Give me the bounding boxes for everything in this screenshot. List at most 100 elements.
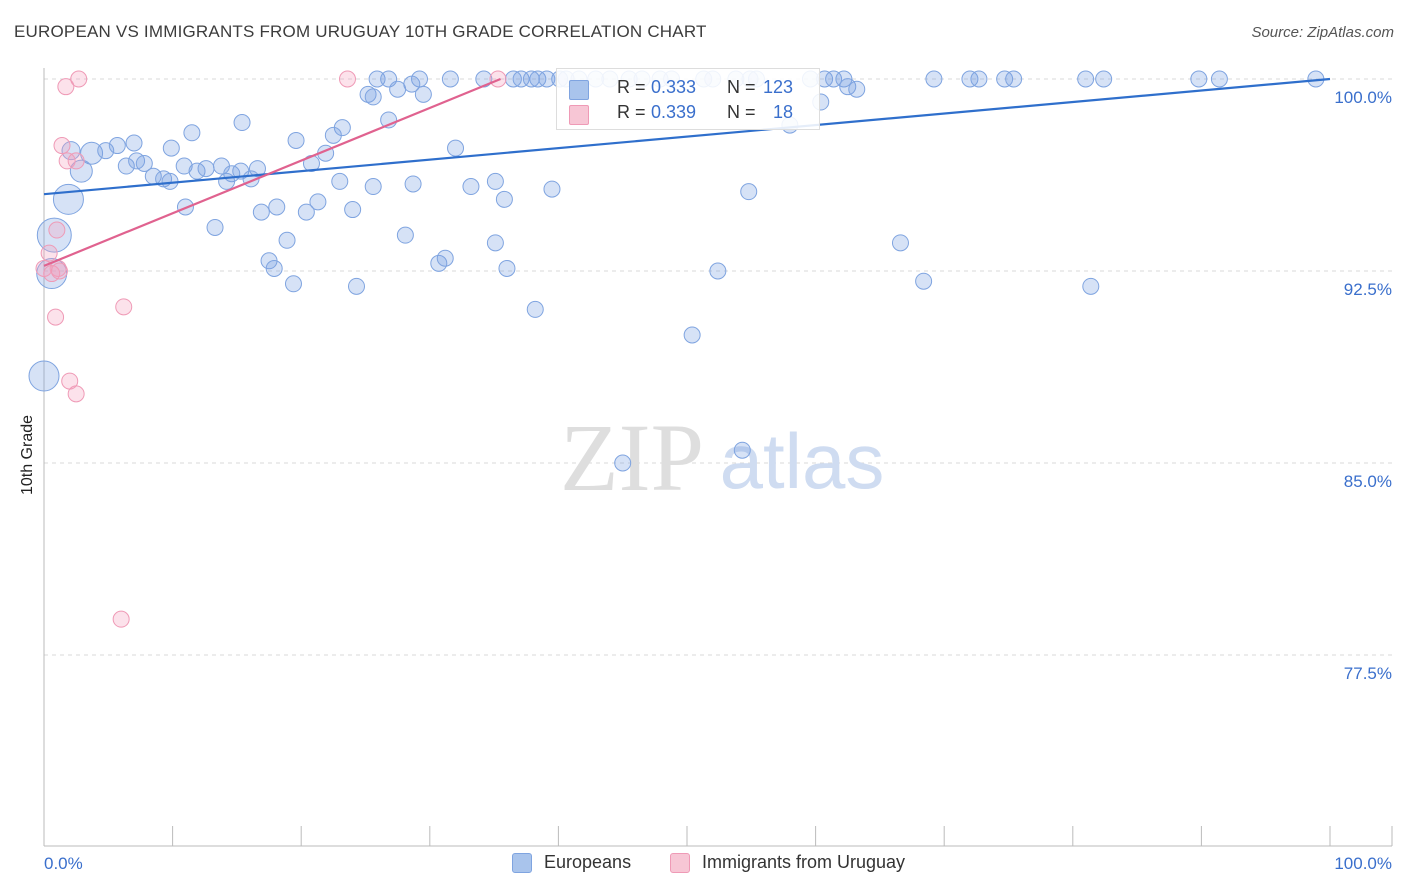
data-point-uruguay bbox=[115, 298, 133, 316]
data-point-europeans bbox=[529, 70, 547, 88]
data-point-europeans bbox=[1095, 70, 1113, 88]
legend-label-europeans: Europeans bbox=[544, 852, 632, 872]
data-point-europeans bbox=[117, 157, 135, 175]
data-point-europeans bbox=[543, 180, 561, 198]
trend-lines bbox=[43, 77, 1331, 267]
series-uruguay bbox=[35, 70, 507, 628]
y-tick-label: 77.5% bbox=[1344, 664, 1392, 683]
watermark: ZIP atlas bbox=[560, 404, 884, 511]
data-point-europeans bbox=[925, 70, 943, 88]
legend-item-uruguay[interactable]: Immigrants from Uruguay bbox=[670, 852, 905, 873]
data-point-europeans bbox=[915, 272, 933, 290]
data-point-europeans bbox=[961, 70, 979, 88]
data-point-europeans bbox=[414, 85, 432, 103]
data-point-europeans bbox=[287, 131, 305, 149]
data-point-europeans bbox=[135, 154, 153, 172]
data-point-europeans bbox=[278, 231, 296, 249]
chart-title: EUROPEAN VS IMMIGRANTS FROM URUGUAY 10TH… bbox=[14, 22, 707, 41]
y-tick-label: 100.0% bbox=[1334, 88, 1392, 107]
data-point-uruguay bbox=[67, 385, 85, 403]
data-point-europeans bbox=[125, 134, 143, 152]
data-point-europeans bbox=[495, 190, 513, 208]
data-point-europeans bbox=[347, 277, 365, 295]
x-tick-label: 0.0% bbox=[44, 854, 83, 873]
chart-legend: Europeans Immigrants from Uruguay bbox=[0, 850, 1406, 880]
data-point-europeans bbox=[740, 183, 758, 201]
data-point-europeans bbox=[248, 160, 266, 178]
data-point-europeans bbox=[441, 70, 459, 88]
data-point-europeans bbox=[996, 70, 1014, 88]
y-tick-label: 92.5% bbox=[1344, 280, 1392, 299]
data-point-europeans bbox=[331, 172, 349, 190]
data-point-europeans bbox=[1190, 70, 1208, 88]
data-point-europeans bbox=[447, 139, 465, 157]
data-point-europeans bbox=[389, 80, 407, 98]
legend-label-uruguay: Immigrants from Uruguay bbox=[702, 852, 906, 872]
legend-swatch-uruguay bbox=[670, 852, 690, 873]
data-point-europeans bbox=[364, 178, 382, 196]
y-tick-labels: 77.5% 85.0% 92.5% 100.0% bbox=[1334, 88, 1392, 683]
data-point-europeans bbox=[265, 259, 283, 277]
r-value: 0.339 bbox=[651, 102, 697, 122]
data-point-europeans bbox=[297, 203, 315, 221]
data-point-europeans bbox=[108, 137, 126, 155]
data-point-uruguay bbox=[70, 70, 88, 88]
data-point-europeans bbox=[268, 198, 286, 216]
watermark-zip: ZIP bbox=[560, 404, 704, 511]
data-point-uruguay bbox=[338, 70, 356, 88]
data-point-europeans bbox=[197, 160, 215, 178]
data-point-uruguay bbox=[50, 262, 68, 280]
data-point-europeans bbox=[403, 75, 421, 93]
data-point-europeans bbox=[522, 70, 540, 88]
n-value: 18 bbox=[773, 102, 794, 122]
data-point-europeans bbox=[614, 454, 632, 472]
data-point-europeans bbox=[848, 80, 866, 98]
data-point-europeans bbox=[498, 259, 516, 277]
r-label: R = bbox=[617, 77, 646, 97]
data-point-uruguay bbox=[67, 152, 85, 170]
data-point-europeans bbox=[404, 175, 422, 193]
legend-item-europeans[interactable]: Europeans bbox=[512, 852, 631, 873]
data-point-europeans bbox=[1077, 70, 1095, 88]
data-point-europeans bbox=[825, 70, 843, 88]
stats-swatch-europeans bbox=[569, 80, 589, 100]
data-point-europeans bbox=[891, 234, 909, 252]
data-point-uruguay bbox=[48, 221, 66, 239]
r-value: 0.333 bbox=[651, 77, 697, 97]
data-point-uruguay bbox=[53, 137, 71, 155]
data-point-europeans bbox=[61, 141, 81, 161]
stats-legend-box: R = 0.333 N = 123 R = 0.339 N = 18 bbox=[556, 68, 820, 130]
data-point-europeans bbox=[835, 70, 853, 88]
trend-line-europeans bbox=[43, 77, 1331, 196]
data-point-europeans bbox=[36, 217, 72, 253]
gridlines bbox=[44, 78, 1392, 656]
data-point-uruguay bbox=[112, 610, 130, 628]
data-point-europeans bbox=[28, 360, 60, 392]
data-point-europeans bbox=[364, 88, 382, 106]
data-point-europeans bbox=[538, 70, 556, 88]
n-label: N = bbox=[727, 77, 756, 97]
source-attribution[interactable]: Source: ZipAtlas.com bbox=[1251, 24, 1394, 41]
data-point-europeans bbox=[233, 114, 251, 132]
data-point-europeans bbox=[462, 178, 480, 196]
data-point-europeans bbox=[1005, 70, 1023, 88]
data-point-europeans bbox=[733, 441, 751, 459]
data-point-uruguay bbox=[57, 78, 75, 96]
data-point-europeans bbox=[183, 124, 201, 142]
stats-swatch-uruguay bbox=[569, 105, 589, 125]
data-point-europeans bbox=[1210, 70, 1228, 88]
trend-line-uruguay bbox=[43, 77, 501, 267]
data-point-europeans bbox=[359, 85, 377, 103]
data-point-europeans bbox=[368, 70, 386, 88]
data-point-europeans bbox=[436, 249, 454, 267]
data-point-europeans bbox=[396, 226, 414, 244]
data-point-europeans bbox=[309, 193, 327, 211]
data-point-europeans bbox=[683, 326, 701, 344]
data-point-europeans bbox=[52, 183, 84, 215]
watermark-atlas: atlas bbox=[720, 417, 885, 505]
data-point-europeans bbox=[512, 70, 530, 88]
data-point-europeans bbox=[970, 70, 988, 88]
data-point-uruguay bbox=[47, 308, 65, 326]
data-point-europeans bbox=[69, 159, 93, 183]
x-tick-labels: 0.0% 100.0% bbox=[44, 854, 1392, 873]
